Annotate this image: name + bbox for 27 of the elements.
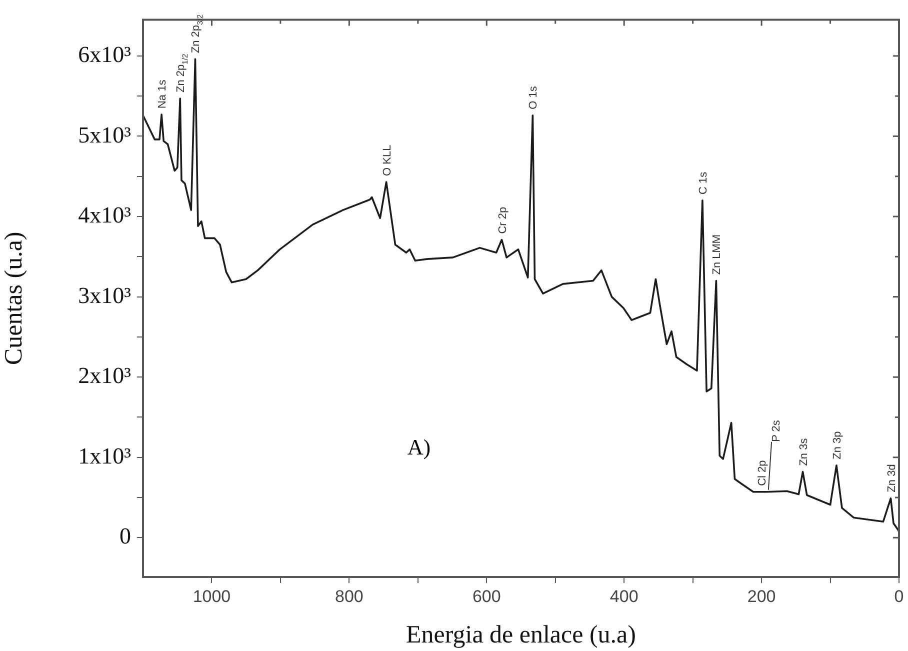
annotation: Zn 3p — [831, 431, 844, 460]
annotation: O KLL — [381, 144, 394, 176]
annotation: Zn 3s — [798, 438, 810, 466]
x-tick-label: 0 — [894, 586, 904, 606]
x-tick-label: 1000 — [192, 586, 231, 606]
y-tick-label: 4x10³ — [78, 202, 132, 228]
x-tick-label: 400 — [610, 586, 638, 606]
y-tick-label: 3x10³ — [78, 282, 132, 308]
annotation: Na 1s — [156, 79, 169, 109]
y-tick-label: 0 — [120, 524, 131, 549]
y-axis-title: Cuentas (u.a) — [0, 232, 28, 366]
x-tick-label: 800 — [334, 586, 364, 606]
annotation: P 2s — [770, 420, 783, 442]
annotation: Zn 3d — [886, 464, 898, 492]
x-tick-label: 200 — [747, 586, 776, 606]
annotation: C 1s — [697, 171, 710, 194]
annotation: Zn LMM — [711, 234, 724, 275]
y-tick-label: 2x10³ — [78, 363, 132, 388]
y-tick-label: 1x10³ — [78, 443, 132, 468]
annotation: Cr 2p — [496, 206, 509, 234]
y-tick-label: 5x10³ — [78, 122, 132, 148]
x-tick-label: 600 — [472, 586, 501, 606]
y-tick-label: 6x10³ — [78, 42, 132, 67]
annotation: A) — [407, 434, 431, 460]
annotation: Cl 2p — [756, 460, 769, 486]
annotation: O 1s — [528, 86, 540, 110]
x-axis-title: Energia de enlace (u.a) — [406, 622, 636, 649]
